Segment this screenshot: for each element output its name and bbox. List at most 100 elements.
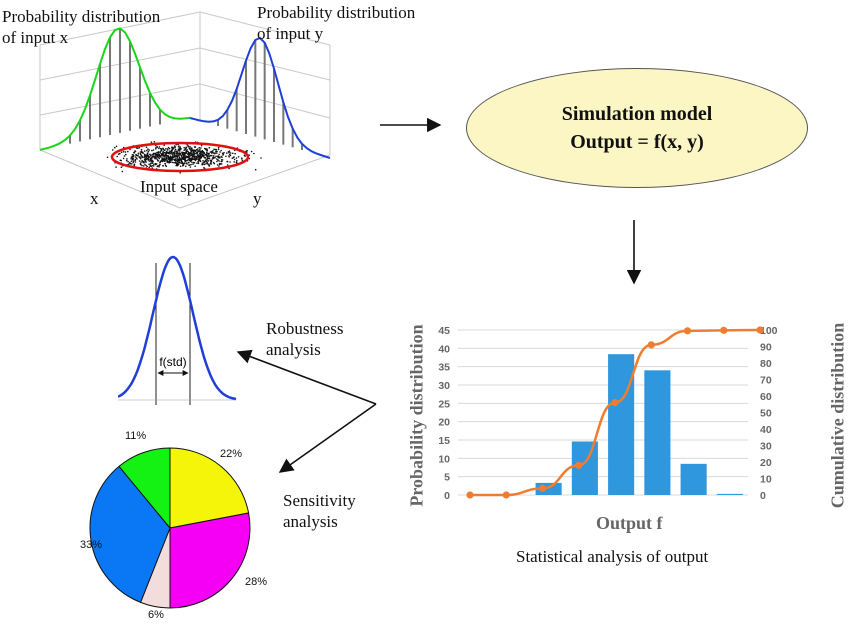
scatter-point (151, 162, 154, 164)
scatter-point (218, 153, 220, 156)
scatter-point (150, 165, 153, 168)
scatter-point (136, 158, 138, 160)
scatter-point (158, 147, 160, 150)
scatter-point (144, 163, 146, 166)
scatter-point (171, 157, 174, 159)
scatter-point (143, 150, 146, 152)
scatter-point (141, 164, 143, 167)
x-distribution-label-line2: of input x (2, 28, 69, 47)
cumulative-point (466, 491, 474, 499)
scatter-point (173, 161, 175, 164)
scatter-point (130, 160, 133, 163)
scatter-point (156, 159, 159, 161)
scatter-point (139, 162, 142, 165)
scatter-point (197, 160, 199, 163)
y-tick-label: 30 (438, 380, 450, 392)
sensitivity-label-line2: analysis (283, 512, 338, 531)
robustness-label-line2: analysis (266, 340, 321, 359)
scatter-point (154, 162, 157, 165)
scatter-point (163, 144, 165, 146)
scatter-point (175, 143, 177, 146)
y-tick-label: 35 (438, 362, 450, 374)
scatter-point (246, 149, 248, 152)
scatter-point (165, 153, 167, 156)
scatter-point (218, 165, 220, 167)
scatter-point (142, 151, 144, 154)
scatter-point (149, 160, 151, 162)
scatter-point (176, 156, 178, 159)
scatter-point (218, 160, 220, 162)
scatter-point (131, 157, 134, 159)
scatter-point (140, 151, 143, 153)
scatter-point (244, 155, 246, 157)
scatter-point (152, 149, 155, 151)
scatter-point (168, 161, 170, 163)
scatter-point (179, 157, 181, 160)
scatter-point (183, 162, 186, 165)
scatter-point (165, 156, 168, 158)
scatter-point (160, 149, 163, 152)
y2-tick-label: 50 (760, 408, 772, 420)
scatter-point (159, 147, 162, 150)
scatter-point (145, 146, 148, 148)
pie-slice-label: 6% (148, 609, 164, 621)
scatter-point (165, 165, 168, 168)
scatter-point (145, 158, 147, 161)
scatter-point (166, 160, 168, 163)
scatter-point (157, 155, 159, 157)
scatter-point (188, 161, 190, 164)
pie-slice-label: 22% (220, 448, 242, 460)
scatter-point (254, 168, 257, 171)
sensitivity-pie-chart: 22% 28% 6% 33% 11% (80, 430, 267, 621)
scatter-point (151, 167, 153, 169)
scatter-point (196, 158, 198, 160)
pie-slice (169, 447, 250, 529)
scatter-point (173, 150, 176, 152)
cumulative-point (647, 341, 655, 349)
scatter-point (125, 159, 128, 162)
arrow-to-robustness (236, 349, 377, 405)
scatter-point (154, 155, 156, 157)
scatter-point (167, 152, 170, 155)
scatter-point (151, 149, 153, 152)
scatter-point (134, 150, 137, 152)
scatter-point (177, 161, 180, 164)
scatter-point (194, 146, 196, 148)
scatter-point (180, 148, 182, 150)
robustness-label-line1: Robustness (266, 319, 344, 338)
y-tick-label: 45 (438, 325, 450, 337)
scatter-point (185, 156, 188, 158)
confidence-ellipse (110, 141, 250, 173)
scatter-point (120, 166, 123, 168)
scatter-point (131, 163, 133, 165)
cumulative-point (502, 491, 510, 499)
scatter-point (199, 152, 202, 154)
scatter-point (142, 161, 144, 164)
scatter-point (205, 158, 208, 161)
scatter-point (203, 166, 205, 169)
scatter-point (150, 141, 153, 143)
scatter-point (190, 152, 192, 154)
scatter-point (241, 158, 243, 160)
y2-tick-label: 90 (760, 342, 772, 354)
scatter-point (115, 166, 117, 168)
scatter-point (115, 145, 118, 148)
scatter-point (189, 156, 191, 158)
y-tick-label: 25 (438, 398, 450, 410)
scatter-point (134, 158, 137, 161)
scatter-point (146, 149, 148, 152)
scatter-point (146, 155, 148, 158)
scatter-point (196, 151, 199, 154)
scatter-point (132, 154, 135, 156)
scatter-point (205, 151, 208, 154)
scatter-point (226, 164, 229, 166)
scatter-point (179, 151, 181, 153)
scatter-point (179, 147, 181, 149)
scatter-point (229, 152, 232, 154)
scatter-point (165, 148, 167, 150)
scatter-point (185, 146, 187, 148)
scatter-point (213, 155, 215, 157)
scatter-point (198, 158, 200, 161)
scatter-point (178, 153, 181, 156)
scatter-point (198, 146, 201, 149)
